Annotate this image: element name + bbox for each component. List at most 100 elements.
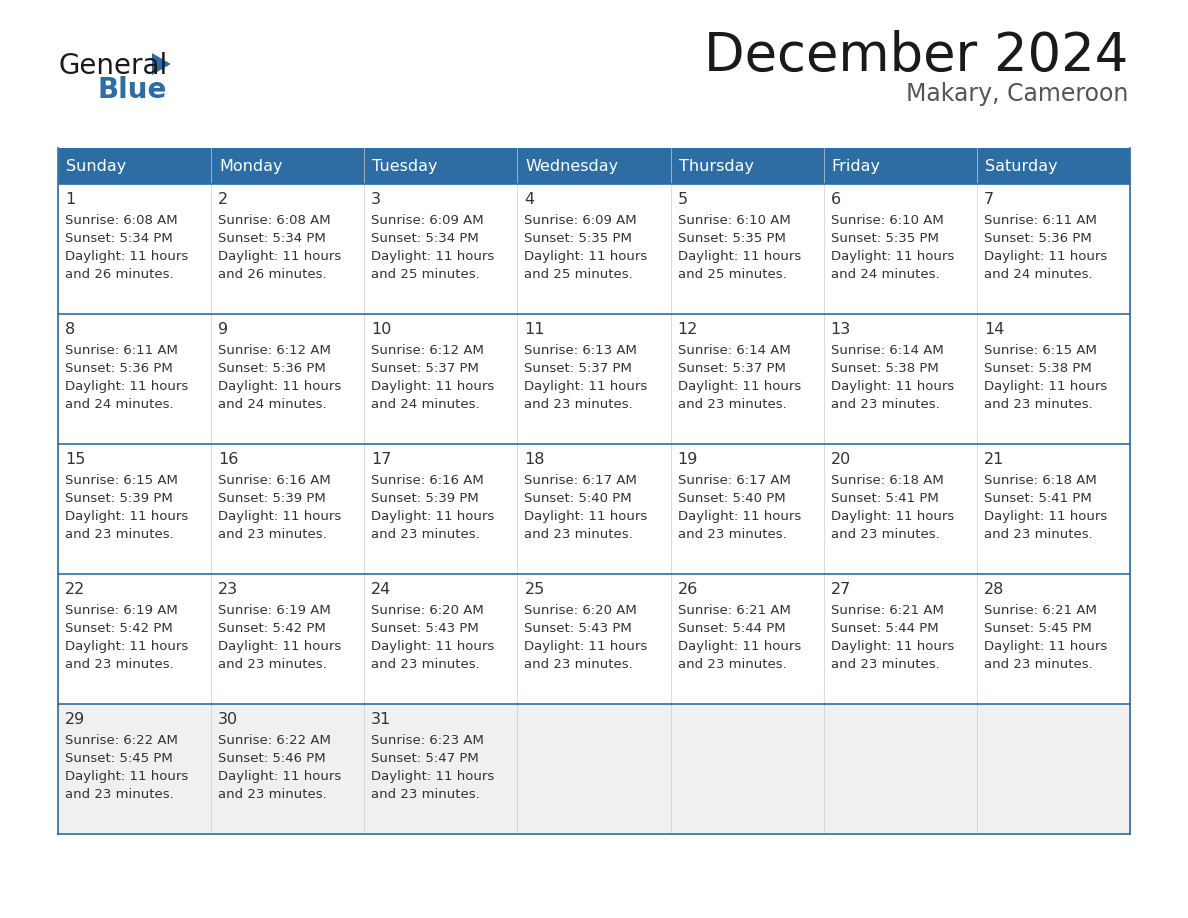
Text: Sunset: 5:44 PM: Sunset: 5:44 PM [830,622,939,635]
Text: and 23 minutes.: and 23 minutes. [677,398,786,411]
Text: and 23 minutes.: and 23 minutes. [677,528,786,541]
Text: and 23 minutes.: and 23 minutes. [65,528,173,541]
Text: Sunrise: 6:16 AM: Sunrise: 6:16 AM [219,474,331,487]
Text: and 23 minutes.: and 23 minutes. [524,528,633,541]
Text: Sunrise: 6:08 AM: Sunrise: 6:08 AM [65,214,178,227]
Text: and 25 minutes.: and 25 minutes. [677,268,786,281]
Text: Sunrise: 6:20 AM: Sunrise: 6:20 AM [372,604,484,617]
Text: and 23 minutes.: and 23 minutes. [524,398,633,411]
Text: Sunrise: 6:17 AM: Sunrise: 6:17 AM [677,474,790,487]
Text: Thursday: Thursday [678,160,753,174]
Text: 30: 30 [219,712,239,727]
Polygon shape [152,53,171,75]
Bar [670,148,823,184]
Text: General: General [58,52,168,80]
Text: Sunrise: 6:08 AM: Sunrise: 6:08 AM [219,214,330,227]
Text: 3: 3 [372,192,381,207]
Text: Sunrise: 6:23 AM: Sunrise: 6:23 AM [372,734,485,747]
Text: and 23 minutes.: and 23 minutes. [219,788,327,801]
Text: and 23 minutes.: and 23 minutes. [219,528,327,541]
Text: Daylight: 11 hours: Daylight: 11 hours [524,640,647,653]
Text: Sunrise: 6:18 AM: Sunrise: 6:18 AM [830,474,943,487]
Text: Daylight: 11 hours: Daylight: 11 hours [65,250,188,263]
Text: Sunset: 5:39 PM: Sunset: 5:39 PM [65,492,172,505]
Text: Sunset: 5:36 PM: Sunset: 5:36 PM [984,232,1092,245]
Text: #1A1A1A: #1A1A1A [58,47,65,48]
Text: and 26 minutes.: and 26 minutes. [219,268,327,281]
Text: Sunset: 5:42 PM: Sunset: 5:42 PM [219,622,326,635]
Text: Sunset: 5:35 PM: Sunset: 5:35 PM [524,232,632,245]
Text: Daylight: 11 hours: Daylight: 11 hours [830,380,954,393]
Text: Daylight: 11 hours: Daylight: 11 hours [372,770,494,783]
Text: 25: 25 [524,582,544,597]
Bar [58,314,1130,444]
Text: Monday: Monday [219,160,283,174]
Text: 9: 9 [219,322,228,337]
Text: 23: 23 [219,582,239,597]
Text: Daylight: 11 hours: Daylight: 11 hours [984,640,1107,653]
Text: Daylight: 11 hours: Daylight: 11 hours [677,640,801,653]
Text: Sunrise: 6:20 AM: Sunrise: 6:20 AM [524,604,637,617]
Bar [365,148,518,184]
Text: 14: 14 [984,322,1004,337]
Text: and 24 minutes.: and 24 minutes. [830,268,940,281]
Text: Sunrise: 6:12 AM: Sunrise: 6:12 AM [372,344,485,357]
Text: and 26 minutes.: and 26 minutes. [65,268,173,281]
Bar [211,148,365,184]
Text: Sunrise: 6:22 AM: Sunrise: 6:22 AM [219,734,331,747]
Bar [58,704,1130,834]
Text: 13: 13 [830,322,851,337]
Text: and 23 minutes.: and 23 minutes. [372,658,480,671]
Text: 26: 26 [677,582,697,597]
Text: Sunrise: 6:21 AM: Sunrise: 6:21 AM [984,604,1097,617]
Text: and 23 minutes.: and 23 minutes. [830,528,940,541]
Text: Friday: Friday [832,160,880,174]
Text: Sunset: 5:35 PM: Sunset: 5:35 PM [830,232,939,245]
Text: Sunset: 5:37 PM: Sunset: 5:37 PM [677,362,785,375]
Text: and 25 minutes.: and 25 minutes. [372,268,480,281]
Text: Daylight: 11 hours: Daylight: 11 hours [65,770,188,783]
Bar [58,444,1130,574]
Text: 27: 27 [830,582,851,597]
Text: 12: 12 [677,322,697,337]
Text: and 23 minutes.: and 23 minutes. [372,528,480,541]
Text: and 24 minutes.: and 24 minutes. [984,268,1093,281]
Text: Sunset: 5:45 PM: Sunset: 5:45 PM [65,752,172,765]
Text: Sunset: 5:44 PM: Sunset: 5:44 PM [677,622,785,635]
Text: Sunset: 5:38 PM: Sunset: 5:38 PM [984,362,1092,375]
Text: Sunset: 5:34 PM: Sunset: 5:34 PM [219,232,326,245]
Text: and 24 minutes.: and 24 minutes. [219,398,327,411]
Text: 16: 16 [219,452,239,467]
Text: Daylight: 11 hours: Daylight: 11 hours [372,510,494,523]
Text: Sunrise: 6:11 AM: Sunrise: 6:11 AM [984,214,1097,227]
Text: Sunrise: 6:15 AM: Sunrise: 6:15 AM [984,344,1097,357]
Text: Saturday: Saturday [985,160,1057,174]
Text: 22: 22 [65,582,86,597]
Text: Sunset: 5:43 PM: Sunset: 5:43 PM [524,622,632,635]
Text: Daylight: 11 hours: Daylight: 11 hours [677,250,801,263]
Text: Sunset: 5:36 PM: Sunset: 5:36 PM [65,362,172,375]
Text: Sunrise: 6:10 AM: Sunrise: 6:10 AM [830,214,943,227]
Text: and 23 minutes.: and 23 minutes. [372,788,480,801]
Text: Daylight: 11 hours: Daylight: 11 hours [677,510,801,523]
Text: Sunset: 5:34 PM: Sunset: 5:34 PM [65,232,172,245]
Text: Daylight: 11 hours: Daylight: 11 hours [524,250,647,263]
Text: 29: 29 [65,712,86,727]
Text: 7: 7 [984,192,994,207]
Text: Sunset: 5:37 PM: Sunset: 5:37 PM [524,362,632,375]
Bar [823,148,977,184]
Text: Sunset: 5:43 PM: Sunset: 5:43 PM [372,622,479,635]
Text: Sunrise: 6:19 AM: Sunrise: 6:19 AM [219,604,331,617]
Text: Daylight: 11 hours: Daylight: 11 hours [219,380,341,393]
Text: and 23 minutes.: and 23 minutes. [830,658,940,671]
Text: Sunset: 5:45 PM: Sunset: 5:45 PM [984,622,1092,635]
Text: Sunset: 5:37 PM: Sunset: 5:37 PM [372,362,479,375]
Text: Daylight: 11 hours: Daylight: 11 hours [372,640,494,653]
Text: Daylight: 11 hours: Daylight: 11 hours [65,380,188,393]
Text: Sunrise: 6:13 AM: Sunrise: 6:13 AM [524,344,637,357]
Text: Sunrise: 6:22 AM: Sunrise: 6:22 AM [65,734,178,747]
Text: Daylight: 11 hours: Daylight: 11 hours [830,510,954,523]
Text: Sunrise: 6:21 AM: Sunrise: 6:21 AM [830,604,943,617]
Text: Sunset: 5:35 PM: Sunset: 5:35 PM [677,232,785,245]
Bar [58,184,1130,314]
